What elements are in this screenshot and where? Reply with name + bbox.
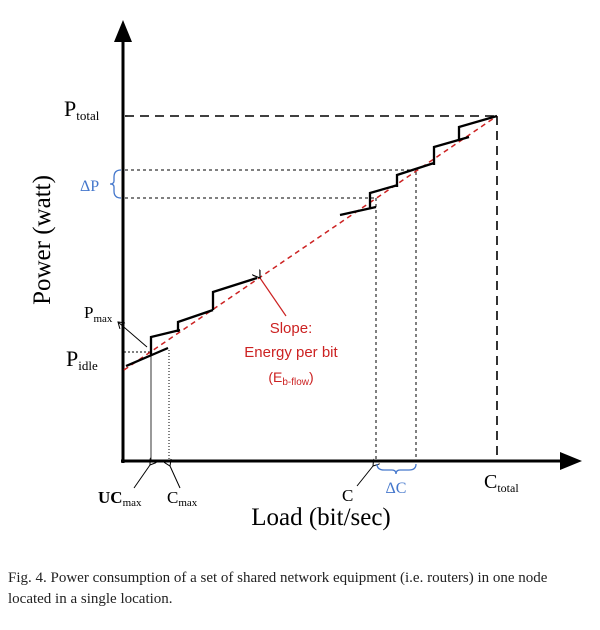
c-pointer bbox=[356, 466, 373, 487]
uc-max-label: UCmax bbox=[98, 488, 142, 509]
c-max-pointer bbox=[170, 466, 181, 489]
power-step-curve bbox=[125, 114, 498, 368]
power-load-diagram: Power (watt) Load (bit/sec) Ptotal Pmax … bbox=[29, 20, 582, 531]
p-idle-label: Pidle bbox=[66, 346, 98, 373]
slope-pointer bbox=[260, 278, 287, 317]
c-label: C bbox=[342, 486, 353, 505]
y-axis-arrowhead bbox=[114, 20, 132, 42]
energy-per-bit-label: Energy per bit bbox=[244, 344, 338, 361]
c-max-label: Cmax bbox=[167, 488, 198, 509]
slope-label: Slope: bbox=[270, 320, 313, 337]
p-max-label: Pmax bbox=[84, 303, 113, 325]
x-axis-arrowhead bbox=[560, 452, 582, 470]
delta-c-label: ΔC bbox=[386, 480, 407, 497]
p-max-pointer bbox=[118, 322, 148, 348]
uc-max-pointer bbox=[133, 465, 150, 489]
energy-per-bit-trend-line bbox=[123, 115, 498, 371]
p-total-label: Ptotal bbox=[64, 96, 100, 123]
c-total-label: Ctotal bbox=[484, 471, 519, 495]
delta-p-label: ΔP bbox=[80, 178, 99, 195]
e-b-flow-label: (Eb-flow) bbox=[268, 369, 313, 388]
figure-caption: Fig. 4. Power consumption of a set of sh… bbox=[8, 570, 548, 607]
delta-c-brace bbox=[376, 463, 417, 475]
x-axis-title: Load (bit/sec) bbox=[251, 504, 391, 531]
y-axis-title: Power (watt) bbox=[29, 175, 56, 305]
delta-p-brace bbox=[109, 169, 122, 199]
